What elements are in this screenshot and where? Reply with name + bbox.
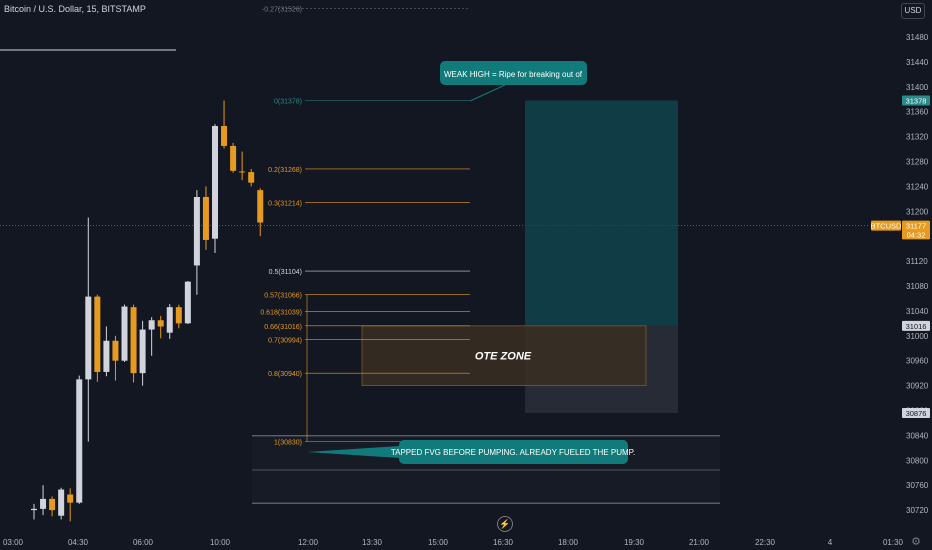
callout-text: TAPPED FVG BEFORE PUMPING. ALREADY FUELE… (391, 448, 635, 457)
candle-body (166, 307, 173, 333)
candle-body (212, 126, 218, 239)
candle-body (130, 307, 137, 374)
price-label-bg (902, 95, 930, 106)
time-tick: 13:30 (362, 538, 383, 547)
fib-label: 0.8(30940) (268, 371, 302, 378)
time-tick: 12:00 (298, 538, 319, 547)
price-label: 04:32 (907, 230, 926, 239)
price-label-bg (902, 229, 930, 240)
fib-label: 0.5(31104) (269, 269, 302, 276)
time-tick: 21:00 (689, 538, 710, 547)
candle-body (148, 320, 155, 330)
time-tick: 10:00 (210, 538, 231, 547)
candle-body (257, 190, 264, 223)
candle-body (31, 508, 37, 511)
price-label-bg (902, 220, 930, 231)
price-tick: 31040 (906, 307, 929, 316)
candle-body (67, 494, 74, 503)
price-label-bg (902, 320, 930, 331)
time-tick: 04:30 (68, 538, 89, 547)
price-tick: 31200 (906, 207, 929, 216)
price-label: 31378 (906, 96, 927, 105)
fib-label: 0.7(30994) (268, 338, 302, 345)
lightning-icon[interactable]: ⚡ (497, 516, 513, 532)
callout-pointer (307, 446, 400, 458)
time-tick: 01:30 (883, 538, 904, 547)
price-tick: 31000 (906, 332, 929, 341)
candle-body (239, 171, 246, 173)
time-axis (0, 534, 932, 550)
candle-body (49, 498, 56, 511)
candle-body (230, 145, 237, 171)
price-tick: 30840 (906, 431, 929, 440)
price-label: 31016 (906, 322, 927, 331)
price-label-bg (902, 407, 930, 418)
chart-title: Bitcoin / U.S. Dollar, 15, BITSTAMP (4, 4, 146, 14)
time-tick: 4 (828, 538, 833, 547)
candle-body (221, 126, 228, 146)
callout-box (440, 61, 587, 85)
price-tick: 31480 (906, 33, 929, 42)
price-tick: 30960 (906, 357, 929, 366)
price-tick: 31400 (906, 83, 929, 92)
fib-label: 0.618(31039) (260, 310, 302, 317)
time-tick: 22:30 (755, 538, 776, 547)
fib-label: 0.57(31066) (264, 293, 302, 300)
time-tick: 18:00 (558, 538, 579, 547)
time-tick: 16:30 (493, 538, 514, 547)
price-tick: 31080 (906, 282, 929, 291)
weak-high-callout: WEAK HIGH = Ripe for breaking out of (440, 61, 587, 102)
candle-body (157, 320, 164, 327)
price-label: 31177 (906, 222, 926, 231)
fib-label: 0.3(31214) (268, 201, 302, 208)
candle-body (40, 498, 47, 509)
candle-body (85, 296, 92, 380)
candle-body (193, 196, 200, 266)
ote-zone-box (361, 325, 647, 386)
price-tick: 31120 (906, 257, 928, 266)
fib-label: 0.2(31268) (268, 167, 302, 174)
candle-body (94, 296, 101, 372)
fib-label: -0.27(31526) (262, 6, 302, 13)
fib-label: 1(30830) (274, 440, 302, 447)
candle-body (184, 281, 191, 324)
time-tick: 15:00 (428, 538, 449, 547)
price-tick: 30800 (906, 456, 929, 465)
candle-body (112, 340, 119, 361)
gear-icon[interactable]: ⚙ (911, 536, 921, 548)
candle-body (76, 379, 83, 503)
price-tick: 31320 (906, 133, 929, 142)
callout-text: WEAK HIGH = Ripe for breaking out of (444, 70, 583, 79)
candle-body (139, 329, 146, 374)
price-tick: 31440 (906, 58, 929, 67)
candle-body (202, 196, 209, 240)
price-label-bg (871, 220, 901, 231)
fib-label: 0(31378) (274, 98, 302, 105)
price-label: 30876 (906, 409, 927, 418)
price-label: BTCUSD (871, 222, 902, 231)
price-tick: 30920 (906, 382, 929, 391)
ote-zone-label: OTE ZONE (475, 351, 532, 363)
target-zone (525, 100, 678, 326)
candle-body (121, 306, 128, 361)
time-tick: 19:30 (624, 538, 645, 547)
time-tick: 03:00 (3, 538, 24, 547)
price-tick: 30760 (906, 481, 929, 490)
price-tick: 31240 (906, 182, 929, 191)
fvg-callout: TAPPED FVG BEFORE PUMPING. ALREADY FUELE… (307, 440, 635, 464)
candle-body (175, 307, 182, 324)
callout-box (399, 440, 628, 464)
callout-pointer (469, 84, 506, 102)
currency-button[interactable]: USD (901, 3, 925, 19)
candle-body (103, 340, 110, 372)
candle-body (248, 172, 255, 183)
price-tick: 31280 (906, 158, 929, 167)
price-tick: 31360 (906, 108, 929, 117)
time-tick: 06:00 (133, 538, 154, 547)
price-axis (900, 0, 932, 534)
candle-body (58, 489, 65, 516)
price-tick: 30720 (906, 506, 929, 515)
fib-label: 0.66(31016) (264, 324, 302, 331)
